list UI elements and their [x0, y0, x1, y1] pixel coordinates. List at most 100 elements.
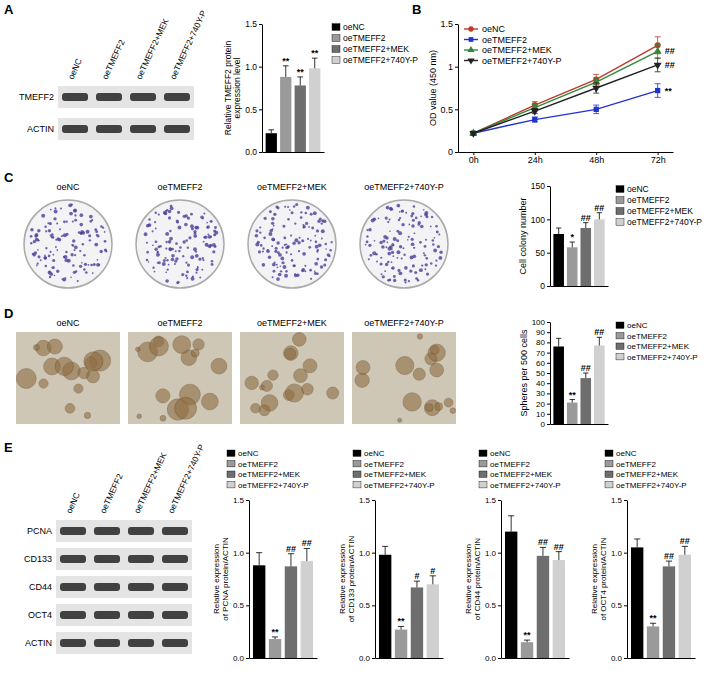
blot-band — [96, 125, 122, 133]
row-label: CD44 — [29, 582, 52, 592]
colony — [393, 279, 396, 282]
colony — [154, 248, 157, 251]
legend-label: oeTMEFF2+740Y-P — [343, 55, 418, 65]
y-tick: 40 — [536, 379, 550, 388]
colony — [204, 235, 207, 238]
y-axis: 0.00.51.01.5 — [233, 496, 250, 663]
colony — [195, 272, 197, 274]
colony — [165, 241, 167, 243]
y-axis-line — [375, 501, 376, 659]
colony — [291, 259, 294, 262]
y-axis: 0.00.51.01.5 — [359, 496, 376, 663]
colony — [415, 217, 418, 220]
y-tick: 90 — [536, 328, 550, 337]
legend-swatch — [332, 57, 340, 64]
significance-label: ## — [302, 538, 312, 548]
error-bar — [414, 581, 420, 587]
colony — [401, 257, 403, 259]
colony — [198, 258, 201, 261]
colony — [105, 250, 107, 252]
y-tick-mark — [246, 500, 249, 501]
lane-label: oeTMEFF2 — [98, 472, 125, 515]
colony — [413, 232, 415, 234]
y-tick-label: 10 — [536, 410, 545, 419]
colony — [321, 222, 323, 224]
colony — [396, 239, 399, 242]
colony — [379, 262, 382, 265]
legend-entry: oeTMEFF2 — [479, 460, 531, 469]
colony — [273, 270, 276, 273]
row-label: ACTIN — [27, 124, 54, 134]
colony — [210, 220, 213, 223]
x-tick-label: 72h — [651, 155, 666, 165]
colony — [205, 243, 209, 247]
colony — [323, 219, 327, 223]
colony — [100, 225, 102, 227]
colony — [84, 263, 87, 266]
colony — [56, 222, 58, 224]
colony — [58, 238, 62, 242]
y-tick: 0.0 — [485, 654, 501, 663]
y-tick-label: 0.0 — [359, 654, 371, 663]
colony — [368, 258, 370, 260]
colony — [99, 250, 102, 253]
legend-entry: oeTMEFF2+740Y-P — [464, 56, 561, 66]
colony — [54, 209, 58, 213]
colony — [182, 255, 184, 257]
colony — [436, 231, 439, 234]
colony — [293, 265, 296, 268]
significance-label: ## — [581, 213, 591, 223]
error-bar — [597, 213, 602, 220]
legend-swatch — [353, 450, 361, 456]
y-tick: 100 — [532, 318, 550, 327]
blot-band — [130, 125, 156, 133]
colony — [148, 223, 152, 227]
colony — [297, 241, 300, 244]
colony — [366, 241, 369, 244]
legend-swatch — [227, 471, 235, 477]
line-chart: **####0h24h48h72h00.511.5 — [440, 19, 674, 165]
colony — [306, 206, 310, 210]
bar — [295, 85, 306, 152]
y-tick-mark — [547, 253, 550, 254]
y-tick-label: 0.0 — [485, 654, 497, 663]
colony — [431, 216, 433, 218]
colony — [424, 254, 426, 256]
colony — [169, 248, 173, 252]
colony — [91, 219, 93, 221]
legend-swatch — [605, 482, 613, 488]
y-tick-mark — [372, 605, 375, 606]
colony — [85, 271, 88, 274]
colony — [98, 264, 100, 266]
colony — [385, 246, 387, 248]
colony — [177, 281, 180, 284]
colony — [148, 261, 150, 263]
y-tick: 80 — [536, 338, 550, 347]
colony — [282, 247, 284, 249]
micrograph — [128, 332, 232, 424]
colony — [269, 229, 273, 233]
y-tick-mark — [498, 658, 501, 659]
colony — [268, 232, 272, 236]
legend-label: oeTMEFF2+MEK — [490, 470, 553, 479]
error-bar — [304, 548, 310, 561]
error-bar — [570, 242, 575, 247]
legend-label: oeNC — [627, 321, 648, 330]
colony — [48, 255, 51, 258]
bar-chart: ******0.00.51.01.5 — [245, 19, 324, 157]
legend-label: oeTMEFF2+MEK — [627, 206, 693, 216]
y-tick: 1 — [448, 62, 458, 72]
colony — [421, 264, 423, 266]
sphere — [356, 361, 370, 375]
legend-label: oeTMEFF2+MEK — [616, 470, 679, 479]
sphere — [86, 370, 99, 383]
bar — [285, 566, 297, 658]
colony — [94, 228, 97, 231]
bar — [309, 68, 320, 152]
y-tick: 50 — [536, 369, 550, 378]
colony — [49, 222, 52, 225]
colony — [179, 246, 182, 249]
colony — [305, 222, 308, 225]
colony — [304, 265, 306, 267]
colony — [389, 245, 393, 249]
